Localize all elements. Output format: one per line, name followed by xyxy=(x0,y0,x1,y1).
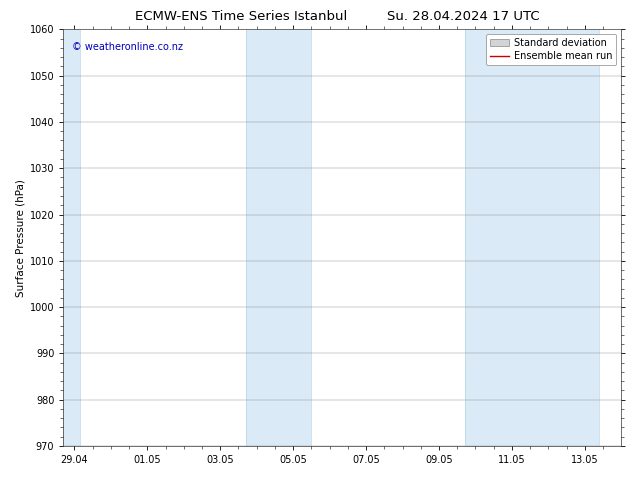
Bar xyxy=(63,29,80,446)
Bar xyxy=(465,29,599,446)
Text: ECMW-ENS Time Series Istanbul: ECMW-ENS Time Series Istanbul xyxy=(135,10,347,23)
Text: Su. 28.04.2024 17 UTC: Su. 28.04.2024 17 UTC xyxy=(387,10,539,23)
Text: © weatheronline.co.nz: © weatheronline.co.nz xyxy=(72,42,183,52)
Bar xyxy=(246,29,311,446)
Legend: Standard deviation, Ensemble mean run: Standard deviation, Ensemble mean run xyxy=(486,34,616,65)
Y-axis label: Surface Pressure (hPa): Surface Pressure (hPa) xyxy=(16,179,25,296)
